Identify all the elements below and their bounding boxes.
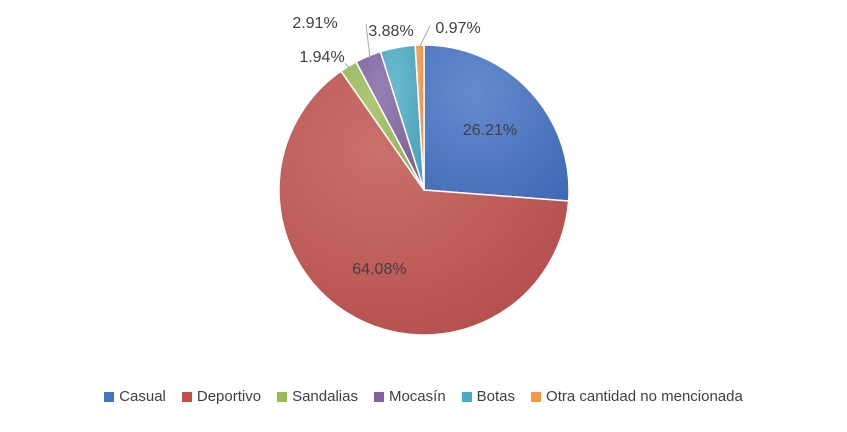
leader-line-sandalias [344, 62, 352, 71]
data-label-casual: 26.21% [463, 122, 517, 139]
legend-label: Otra cantidad no mencionada [546, 388, 743, 405]
legend-item-casual: Casual [104, 388, 166, 405]
legend: Casual Deportivo Sandalias Mocasín Botas… [0, 388, 847, 405]
data-label-deportivo: 64.08% [352, 261, 406, 278]
legend-label: Deportivo [196, 388, 262, 405]
legend-swatch [104, 391, 115, 402]
legend-label: Casual [119, 388, 166, 405]
legend-swatch [373, 391, 384, 402]
legend-label: Sandalias [292, 388, 358, 405]
legend-item-deportivo: Deportivo [181, 388, 262, 405]
data-label-sandalias: 1.94% [299, 49, 344, 66]
leader-line-otra [419, 25, 431, 47]
data-label-otra: 0.97% [435, 20, 480, 37]
legend-label: Mocasín [388, 388, 446, 405]
legend-item-sandalias: Sandalias [277, 388, 358, 405]
pie-slice-otra [414, 44, 425, 191]
legend-swatch [277, 391, 288, 402]
legend-item-otra: Otra cantidad no mencionada [531, 388, 743, 405]
legend-label: Botas [476, 388, 516, 405]
data-label-botas: 3.88% [368, 23, 413, 40]
leader-line-mocasin [365, 23, 371, 59]
legend-swatch [461, 391, 472, 402]
pie-slice-deportivo [278, 70, 570, 336]
pie-slice-casual [423, 44, 570, 202]
legend-swatch [531, 391, 542, 402]
legend-item-botas: Botas [461, 388, 516, 405]
legend-swatch [181, 391, 192, 402]
legend-item-mocasin: Mocasín [373, 388, 446, 405]
data-label-mocasin: 2.91% [292, 15, 337, 32]
